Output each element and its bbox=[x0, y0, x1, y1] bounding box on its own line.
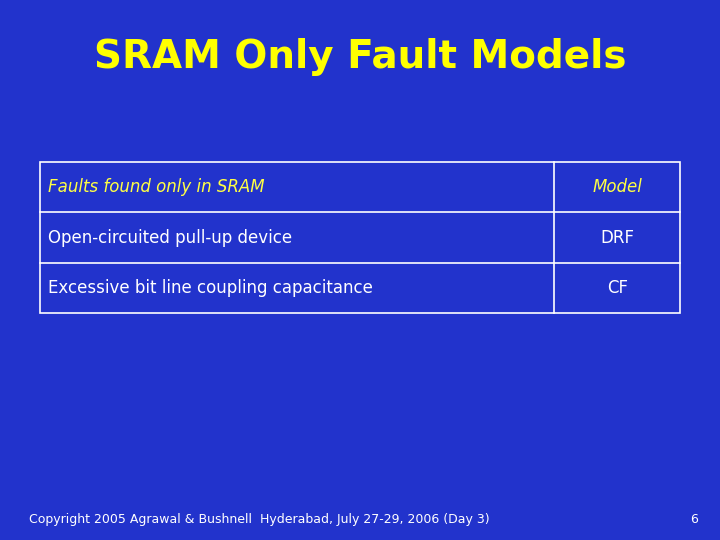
Text: 6: 6 bbox=[690, 513, 698, 526]
Text: Excessive bit line coupling capacitance: Excessive bit line coupling capacitance bbox=[48, 279, 373, 297]
Bar bbox=[40, 162, 680, 313]
Text: CF: CF bbox=[607, 279, 628, 297]
Text: Copyright 2005 Agrawal & Bushnell  Hyderabad, July 27-29, 2006 (Day 3): Copyright 2005 Agrawal & Bushnell Hydera… bbox=[29, 513, 490, 526]
Text: Model: Model bbox=[593, 178, 642, 196]
Text: SRAM Only Fault Models: SRAM Only Fault Models bbox=[94, 38, 626, 76]
Text: DRF: DRF bbox=[600, 228, 634, 247]
Text: Faults found only in SRAM: Faults found only in SRAM bbox=[48, 178, 265, 196]
Text: Open-circuited pull-up device: Open-circuited pull-up device bbox=[48, 228, 292, 247]
